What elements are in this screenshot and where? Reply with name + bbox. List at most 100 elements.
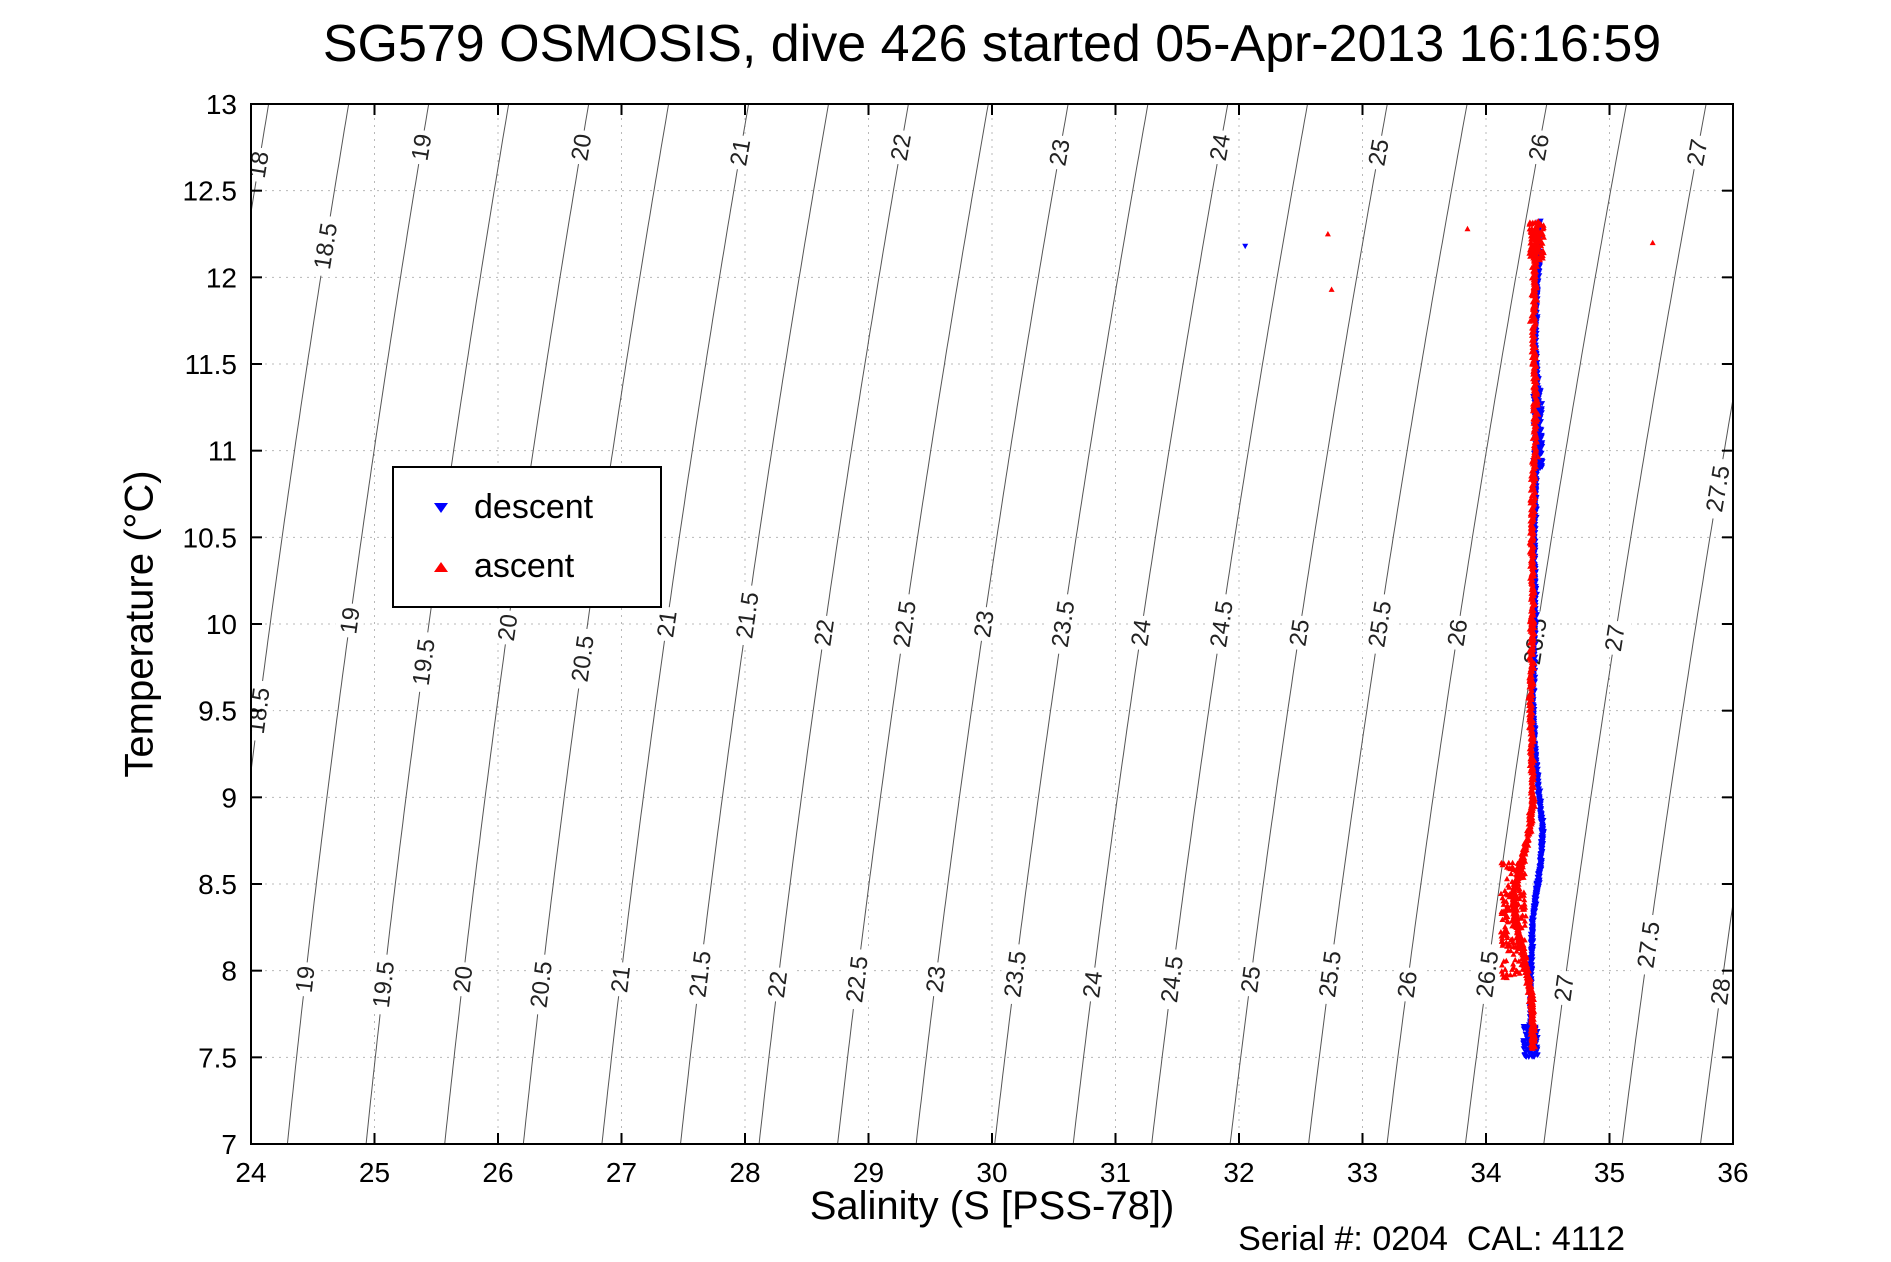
contour-label-23: 23 — [919, 960, 952, 998]
y-tick-label: 8.5 — [198, 869, 237, 900]
contour-label-23: 23 — [1042, 133, 1077, 172]
svg-text:25: 25 — [1284, 618, 1315, 648]
contour-label-24: 24 — [1124, 613, 1158, 652]
svg-text:28: 28 — [1706, 976, 1736, 1006]
contour-label-28: 28 — [1704, 972, 1736, 1011]
svg-text:20: 20 — [566, 132, 597, 163]
x-tick-label: 29 — [853, 1157, 884, 1188]
legend-entry-descent: descent — [434, 488, 660, 527]
svg-text:18: 18 — [244, 149, 275, 180]
contour-label-19: 19 — [289, 960, 322, 998]
svg-text:27: 27 — [1682, 137, 1713, 168]
y-tick-label: 10.5 — [183, 522, 238, 553]
svg-text:27: 27 — [1549, 973, 1579, 1003]
svg-text:21: 21 — [606, 964, 636, 994]
contour-label-21: 21 — [604, 960, 637, 998]
svg-text:24: 24 — [1205, 132, 1236, 163]
x-tick-label: 25 — [359, 1157, 390, 1188]
svg-text:27: 27 — [1600, 623, 1631, 654]
svg-text:23: 23 — [921, 964, 951, 994]
y-tick-label: 12.5 — [183, 176, 238, 207]
contour-label-27.5: 27.5 — [1630, 913, 1667, 977]
contour-line-28 — [1700, 899, 1733, 1144]
contour-label-26: 26 — [1391, 965, 1424, 1004]
legend: descent ascent — [392, 466, 662, 608]
contour-label-20.5: 20.5 — [523, 953, 559, 1016]
contour-label-26: 26 — [1441, 613, 1474, 652]
svg-text:26: 26 — [1524, 132, 1555, 163]
contour-label-26: 26 — [1522, 128, 1556, 167]
legend-entry-ascent: ascent — [434, 547, 660, 586]
contour-label-27.5: 27.5 — [1699, 456, 1735, 521]
contour-label-19.5: 19.5 — [405, 630, 442, 694]
contour-label-20.5: 20.5 — [564, 627, 601, 691]
svg-text:24.5: 24.5 — [1205, 599, 1239, 649]
y-tick-label: 10 — [206, 609, 237, 640]
svg-text:27.5: 27.5 — [1701, 464, 1735, 515]
svg-text:25.5: 25.5 — [1363, 599, 1397, 649]
contour-label-21: 21 — [723, 133, 757, 172]
svg-text:21.5: 21.5 — [684, 949, 716, 999]
ascent-triangle-up-icon — [434, 561, 448, 572]
contour-label-24.5: 24.5 — [1154, 947, 1190, 1011]
x-tick-label: 24 — [235, 1157, 266, 1188]
svg-text:20.5: 20.5 — [567, 634, 600, 684]
contour-label-26.5: 26.5 — [1469, 942, 1506, 1006]
svg-text:19.5: 19.5 — [368, 960, 400, 1010]
y-tick-label: 8 — [221, 956, 237, 987]
svg-text:23: 23 — [969, 609, 1000, 639]
svg-text:24: 24 — [1126, 618, 1157, 648]
serial-caption: Serial #: 0204 CAL: 4112 — [1238, 1220, 1625, 1258]
svg-text:27.5: 27.5 — [1632, 920, 1665, 970]
contour-label-22: 22 — [807, 613, 841, 652]
x-tick-label: 35 — [1594, 1157, 1625, 1188]
contour-label-27: 27 — [1598, 618, 1632, 657]
contour-label-21.5: 21.5 — [729, 583, 766, 647]
svg-text:21: 21 — [652, 609, 682, 639]
legend-label-ascent: ascent — [474, 547, 575, 585]
svg-text:21: 21 — [725, 137, 756, 168]
contour-label-18.5: 18.5 — [307, 214, 345, 278]
y-tick-label: 11 — [208, 436, 237, 467]
contour-label-19: 19 — [333, 601, 367, 640]
svg-text:19: 19 — [291, 965, 321, 995]
y-tick-label: 12 — [206, 262, 237, 293]
contour-label-27: 27 — [1547, 969, 1581, 1007]
contour-label-25: 25 — [1234, 960, 1267, 998]
svg-text:25.5: 25.5 — [1314, 949, 1347, 999]
chart-title: SG579 OSMOSIS, dive 426 started 05-Apr-2… — [322, 15, 1662, 73]
contour-label-19.5: 19.5 — [366, 953, 401, 1016]
contour-label-23.5: 23.5 — [997, 942, 1033, 1006]
svg-text:20: 20 — [493, 612, 523, 642]
svg-text:26.5: 26.5 — [1471, 949, 1504, 999]
svg-text:22.5: 22.5 — [888, 599, 921, 649]
x-tick-label: 33 — [1347, 1157, 1378, 1188]
contour-label-18: 18 — [244, 145, 276, 184]
contour-label-22.5: 22.5 — [839, 947, 875, 1011]
contour-label-25: 25 — [1361, 133, 1396, 172]
contour-label-19: 19 — [404, 128, 439, 167]
svg-text:23: 23 — [1044, 137, 1075, 168]
svg-text:20.5: 20.5 — [526, 960, 558, 1010]
y-tick-label: 9 — [221, 782, 237, 813]
svg-text:19: 19 — [335, 605, 365, 635]
y-tick-label: 9.5 — [198, 696, 237, 727]
contour-label-24: 24 — [1203, 128, 1237, 167]
contour-label-27: 27 — [1680, 133, 1715, 172]
svg-text:22: 22 — [763, 970, 793, 1000]
svg-text:22: 22 — [809, 618, 840, 648]
contour-label-20: 20 — [491, 608, 524, 647]
svg-text:25: 25 — [1236, 964, 1266, 994]
y-axis-label: Temperature (°C) — [117, 470, 162, 778]
svg-text:23.5: 23.5 — [1047, 599, 1081, 649]
svg-text:19.5: 19.5 — [408, 637, 441, 687]
contour-label-23: 23 — [967, 605, 1001, 643]
contour-label-25.5: 25.5 — [1361, 592, 1399, 656]
contour-label-21.5: 21.5 — [682, 942, 718, 1006]
x-axis-label: Salinity (S [PSS-78]) — [809, 1184, 1175, 1228]
contour-label-25: 25 — [1282, 613, 1316, 652]
x-tick-label: 26 — [482, 1157, 513, 1188]
